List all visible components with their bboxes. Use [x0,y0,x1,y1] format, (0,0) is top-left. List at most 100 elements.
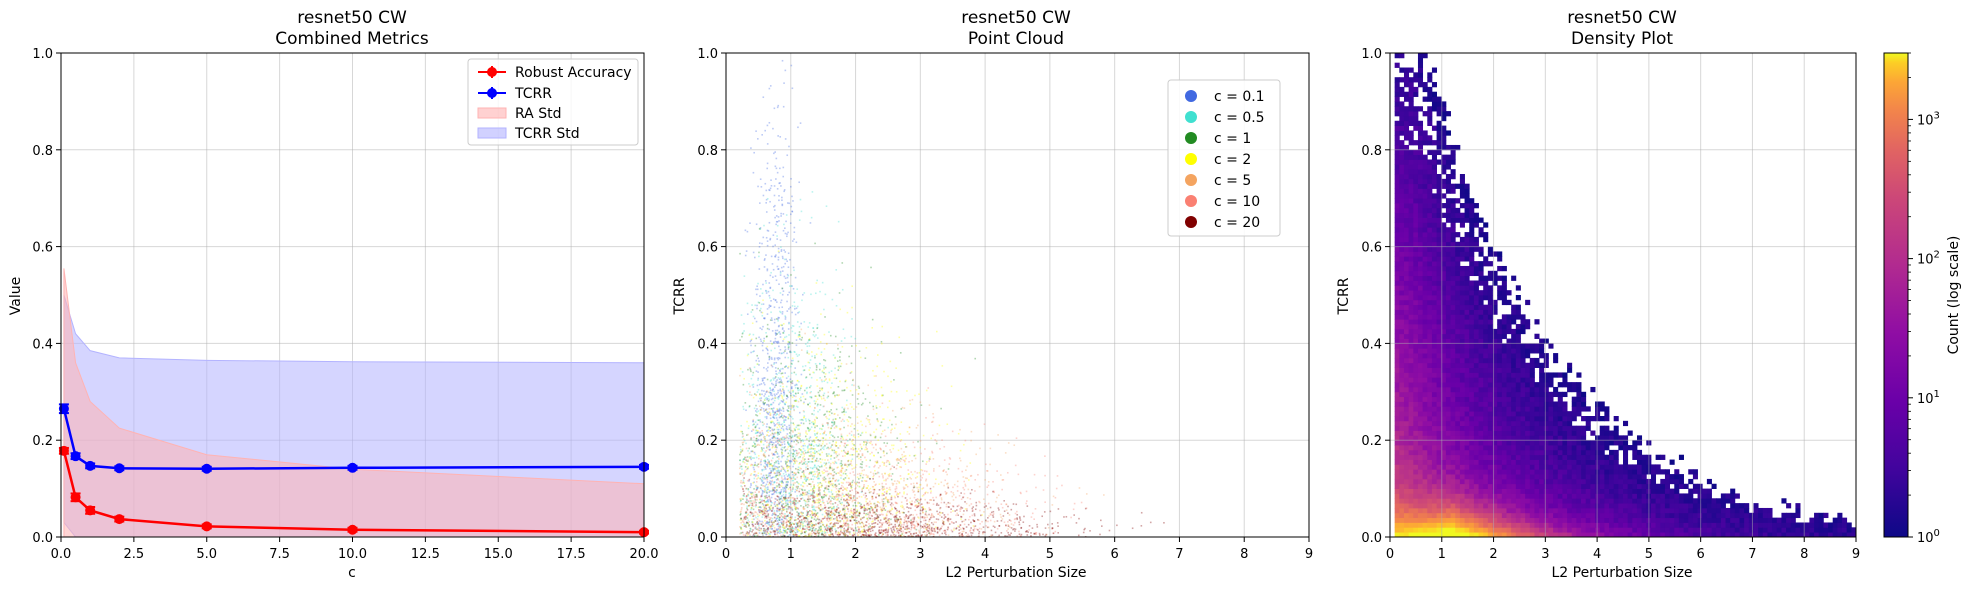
data-point [765,521,768,523]
data-point [775,414,777,417]
data-point [765,476,768,479]
data-point [861,432,863,434]
data-point [826,531,829,534]
data-point [742,494,745,497]
data-point [823,530,826,533]
data-point [763,532,766,534]
data-point [823,496,825,498]
data-point [895,494,898,496]
data-point [782,516,784,518]
data-point [839,521,841,523]
data-point [844,522,846,525]
data-point [868,523,870,525]
data-point [799,449,802,451]
data-point [806,438,808,440]
data-point [949,502,951,505]
data-point [1010,520,1012,522]
data-point [770,462,773,465]
data-point [835,529,837,532]
data-point [828,490,830,493]
data-point [849,416,852,419]
data-point [773,386,776,388]
data-point [960,498,963,501]
data-point [775,361,778,364]
data-point [741,441,744,444]
data-point [764,459,766,461]
data-point [813,438,815,441]
data-point [777,367,779,370]
data-point [896,464,898,466]
data-point [776,523,779,526]
data-point [851,458,854,461]
data-point [785,500,787,502]
data-point [779,493,782,495]
data-point [854,436,857,439]
data-point [838,356,841,358]
data-point [751,457,754,459]
data-point [791,522,793,524]
data-point [794,505,796,508]
data-point [806,463,808,465]
data-point [832,435,834,437]
data-point [792,359,795,362]
data-point [776,477,779,480]
data-point [889,468,892,471]
data-point [764,454,766,457]
data-point [786,310,789,312]
data-point [895,391,898,393]
data-point [759,295,761,297]
data-point [786,461,788,463]
data-point [791,486,794,488]
data-point [900,421,903,424]
data-point [928,460,931,462]
data-point [919,483,921,486]
data-point [789,410,791,413]
data-point [745,516,748,518]
data-point [821,425,824,427]
data-point [771,263,774,265]
data-point [791,380,794,382]
data-point [868,491,871,494]
data-point [784,502,787,504]
data-point [890,518,892,521]
data-point [843,516,845,519]
data-point [788,346,790,348]
data-point [811,454,813,457]
data-point [794,503,797,506]
data-point [750,458,752,461]
data-point [849,513,851,516]
data-point [965,502,968,505]
data-point [798,535,801,537]
data-point [909,497,912,500]
data-point [803,462,805,465]
data-point [799,524,802,527]
data-point [857,534,860,536]
data-point [764,129,766,132]
data-point [834,418,837,420]
data-point [779,412,781,414]
data-point [809,339,811,341]
data-point [791,490,794,492]
data-point [849,531,851,533]
data-point [766,504,769,506]
data-point [823,308,825,311]
data-point [743,471,746,474]
x-tick-label: 10.0 [338,547,367,562]
data-point [920,479,922,481]
data-point [817,477,819,480]
data-point [853,444,855,446]
data-point [764,523,767,526]
data-point [757,475,760,477]
panel1-legend: Robust Accuracy TCRR RA Std TCRR Std [467,58,639,146]
data-point [804,530,807,533]
data-point [762,447,765,450]
data-point [784,531,786,533]
data-point [811,516,814,519]
data-point [742,474,744,477]
data-point [841,467,844,470]
data-point [953,483,956,486]
data-point [810,293,812,296]
data-point [1025,502,1027,505]
data-point [843,532,846,535]
data-point [779,407,781,410]
